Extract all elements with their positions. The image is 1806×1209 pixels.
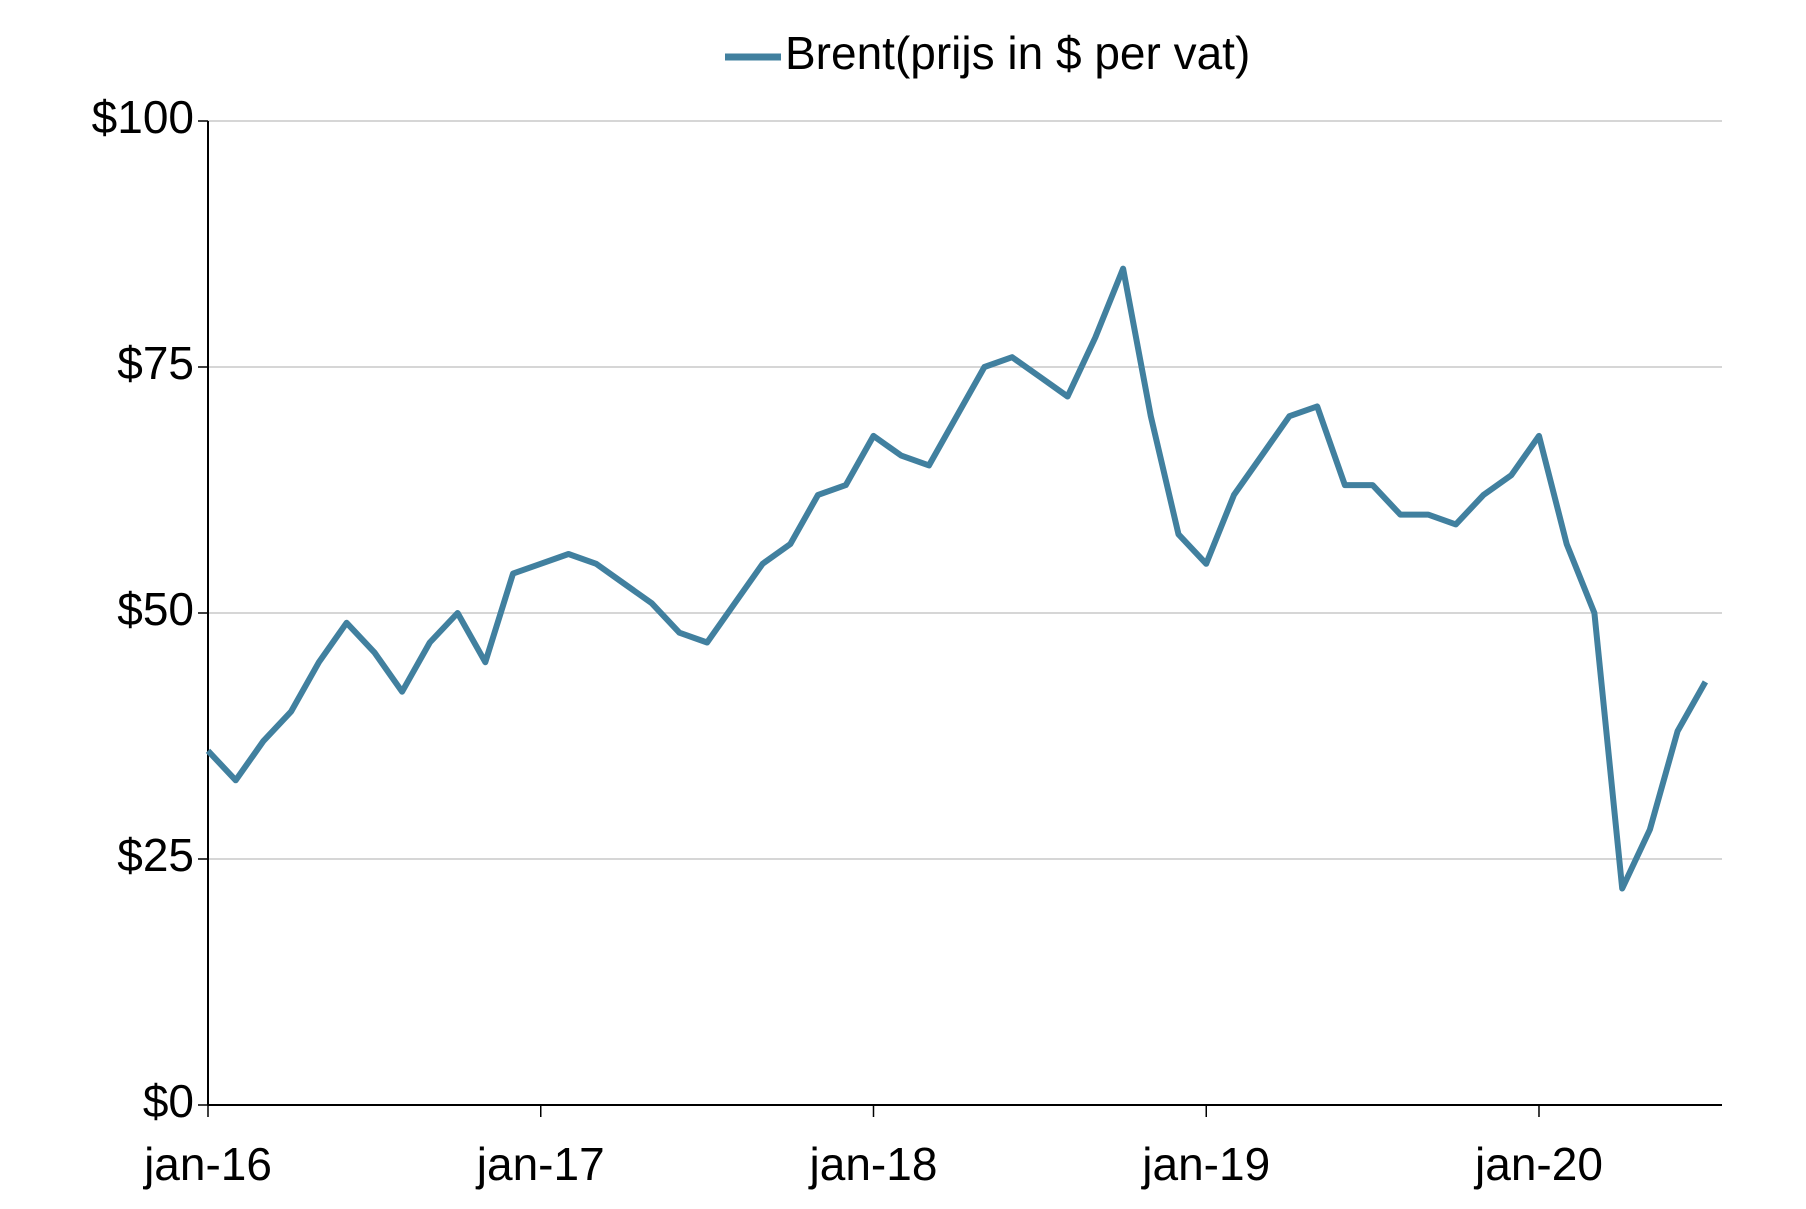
- x-tick-label: jan-19: [1140, 1138, 1270, 1190]
- y-tick-label: $100: [92, 91, 194, 143]
- y-tick-label: $75: [117, 337, 194, 389]
- x-tick-label: jan-20: [1473, 1138, 1603, 1190]
- x-tick-label: jan-17: [475, 1138, 605, 1190]
- x-tick-label: jan-18: [808, 1138, 938, 1190]
- series-line: [205, 265, 1709, 892]
- y-tick-label: $25: [117, 829, 194, 881]
- x-tick-label: jan-16: [142, 1138, 272, 1190]
- legend-label: Brent(prijs in $ per vat): [785, 27, 1250, 79]
- y-tick-label: $0: [143, 1075, 194, 1127]
- y-tick-label: $50: [117, 583, 194, 635]
